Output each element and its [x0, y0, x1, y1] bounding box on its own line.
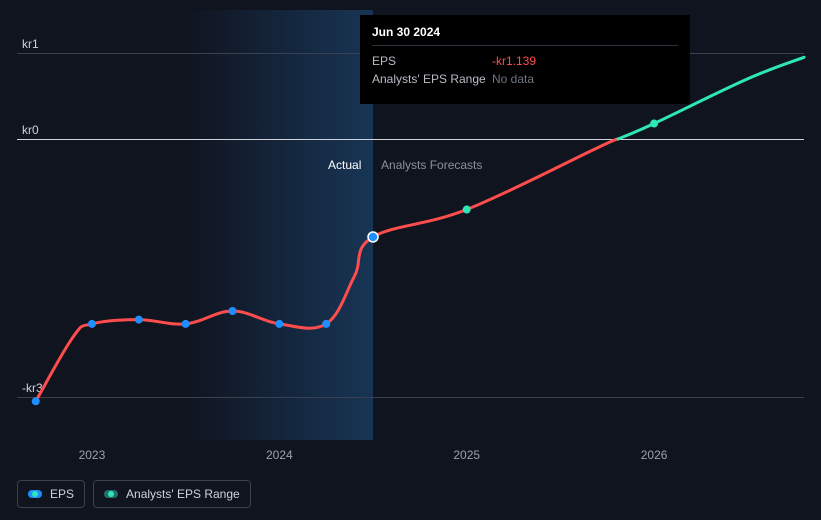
data-point[interactable] — [88, 320, 96, 328]
x-axis-label: 2026 — [641, 448, 668, 462]
data-point[interactable] — [368, 232, 378, 242]
chart-tooltip: Jun 30 2024 EPS -kr1.139 Analysts' EPS R… — [360, 15, 690, 104]
chart-legend: EPS Analysts' EPS Range — [17, 480, 251, 508]
series-line — [36, 139, 618, 401]
tooltip-row-range: Analysts' EPS Range No data — [372, 70, 678, 88]
data-point[interactable] — [182, 320, 190, 328]
legend-swatch-eps — [28, 490, 42, 498]
legend-item-range[interactable]: Analysts' EPS Range — [93, 480, 251, 508]
data-point[interactable] — [32, 397, 40, 405]
x-axis-label: 2023 — [79, 448, 106, 462]
data-point[interactable] — [135, 316, 143, 324]
legend-item-eps[interactable]: EPS — [17, 480, 85, 508]
data-point[interactable] — [275, 320, 283, 328]
tooltip-title: Jun 30 2024 — [372, 25, 678, 46]
legend-label: EPS — [50, 487, 74, 501]
data-point[interactable] — [463, 206, 471, 214]
legend-swatch-range — [104, 490, 118, 498]
tooltip-row-eps: EPS -kr1.139 — [372, 52, 678, 70]
x-axis-label: 2025 — [453, 448, 480, 462]
tooltip-value: No data — [492, 72, 534, 86]
legend-label: Analysts' EPS Range — [126, 487, 240, 501]
data-point[interactable] — [650, 120, 658, 128]
x-axis-label: 2024 — [266, 448, 293, 462]
tooltip-key: Analysts' EPS Range — [372, 72, 492, 86]
data-point[interactable] — [322, 320, 330, 328]
tooltip-value: -kr1.139 — [492, 54, 536, 68]
tooltip-key: EPS — [372, 54, 492, 68]
data-point[interactable] — [228, 307, 236, 315]
